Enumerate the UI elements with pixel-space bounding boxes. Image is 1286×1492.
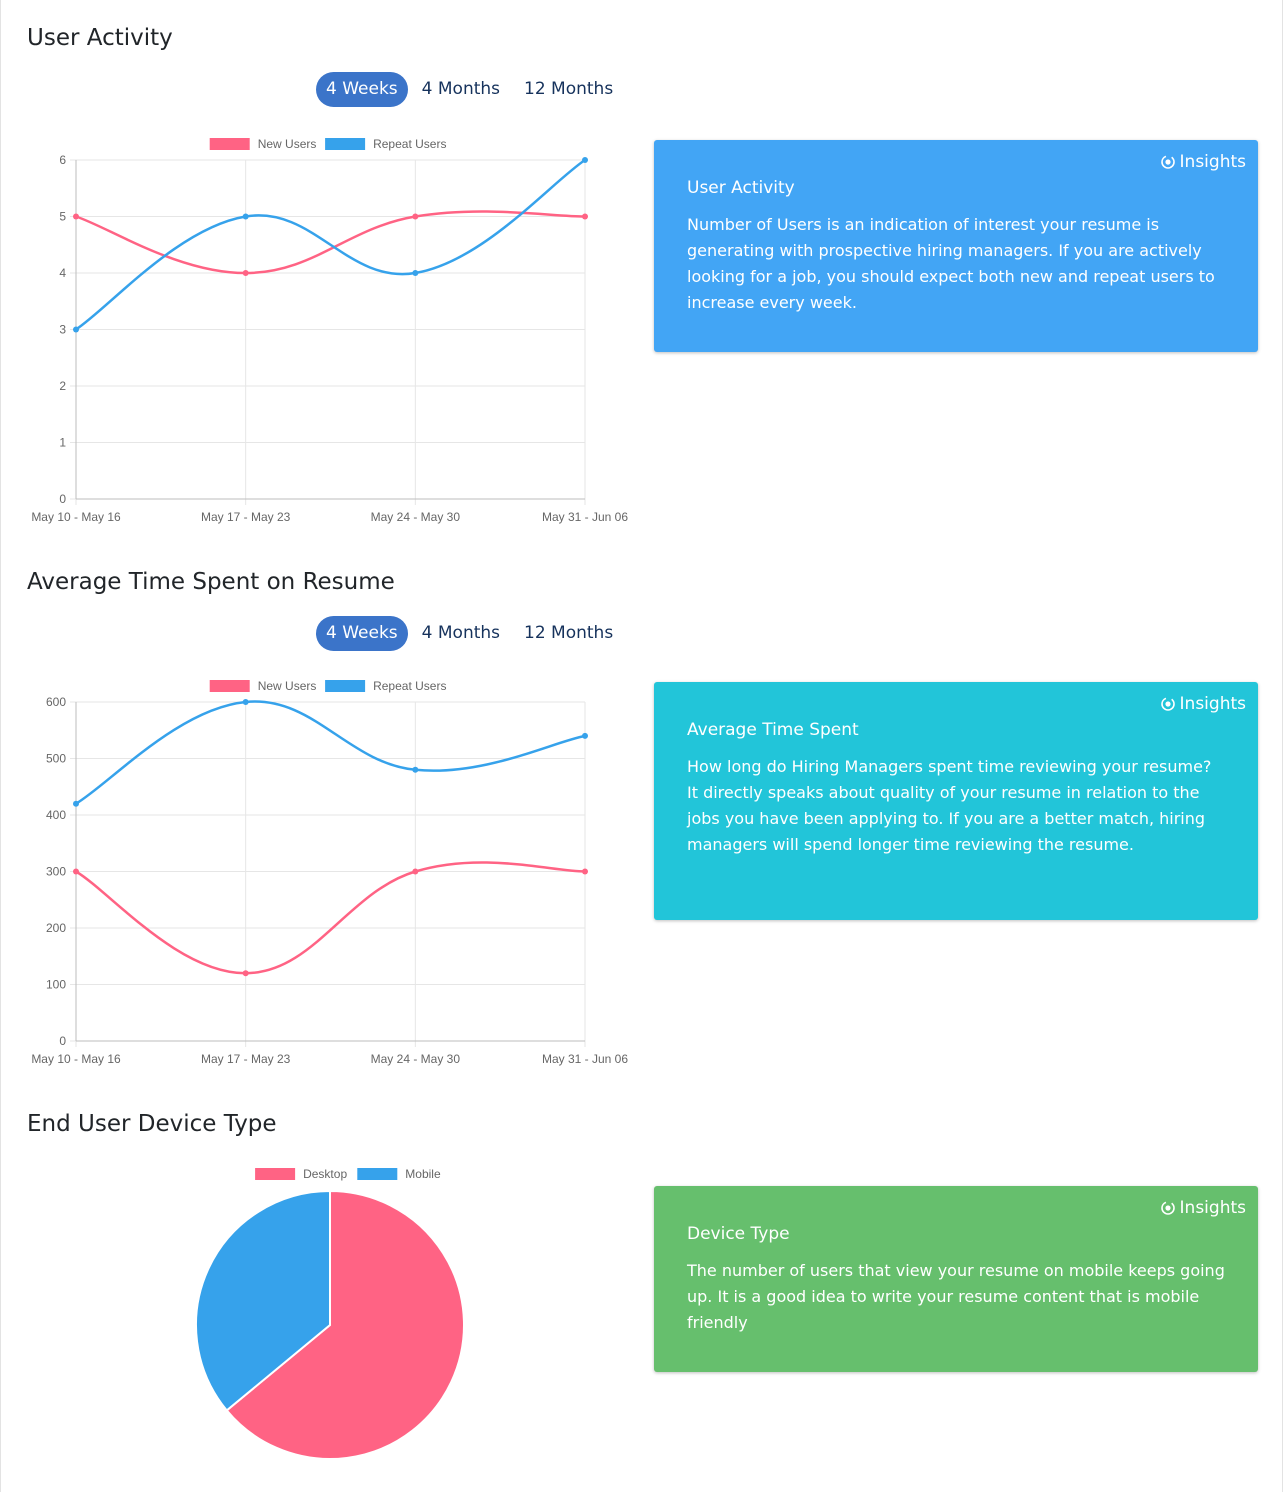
data-point-new-users [582, 213, 588, 220]
insight-heading: Average Time Spent [687, 720, 859, 740]
y-tick-label: 1 [59, 436, 66, 450]
pie-slice-mobile [195, 1189, 331, 1412]
insights-label: Insights [1179, 152, 1246, 172]
insights-icon [1160, 155, 1175, 169]
y-tick-label: 400 [46, 808, 66, 822]
series-line-new-users [75, 861, 586, 975]
insight-text: Number of Users is an indication of inte… [687, 215, 1215, 312]
section-title-average-time: Average Time Spent on Resume [27, 569, 395, 595]
series-line-repeat-users [75, 700, 586, 805]
legend-label: Desktop [303, 1167, 347, 1181]
chart-grid: 0 1 2 3 4 5 6 May 10 - May 16 May 17 - May 23 May… [31, 153, 628, 524]
data-point-new-users [242, 270, 249, 276]
series-line-repeat-users [75, 158, 586, 331]
legend-label: New Users [258, 137, 317, 151]
device-type-chart: Desktop Mobile [195, 1167, 465, 1460]
legend-label: Mobile [405, 1167, 441, 1181]
legend-swatch-new-users [209, 680, 250, 692]
data-point-new-users [412, 213, 419, 220]
chart-legend: Desktop Mobile [255, 1167, 441, 1181]
legend-label: New Users [258, 679, 317, 693]
y-tick-label: 200 [46, 921, 66, 935]
insights-badge: Insights [1160, 694, 1246, 714]
y-tick-label: 3 [59, 323, 66, 337]
x-tick-label: May 24 - May 30 [371, 510, 461, 524]
legend-swatch-mobile [357, 1168, 398, 1180]
legend-label: Repeat Users [373, 137, 446, 151]
x-tick-label: May 17 - May 23 [201, 1052, 291, 1066]
insights-icon [1160, 1201, 1175, 1215]
data-point-repeat-users [582, 157, 588, 163]
legend-swatch-repeat-users [325, 680, 366, 692]
insight-text: How long do Hiring Managers spent time r… [687, 757, 1212, 854]
insights-icon [1160, 697, 1175, 711]
y-tick-label: 2 [59, 379, 66, 393]
data-point-repeat-users [73, 326, 79, 333]
y-tick-label: 600 [46, 695, 66, 709]
data-point-repeat-users [412, 766, 419, 773]
data-point-new-users [242, 970, 249, 977]
insight-heading: Device Type [687, 1224, 790, 1244]
x-tick-label: May 31 - Jun 06 [542, 510, 628, 524]
y-tick-label: 6 [59, 153, 66, 167]
legend-label: Repeat Users [373, 679, 446, 693]
data-point-new-users [412, 868, 419, 875]
data-point-repeat-users [582, 732, 588, 739]
data-point-repeat-users [242, 699, 249, 705]
insights-badge: Insights [1160, 152, 1246, 172]
data-point-repeat-users [73, 800, 79, 807]
x-tick-label: May 10 - May 16 [31, 510, 121, 524]
tab-12-months[interactable]: 12 Months [514, 72, 623, 107]
chart-legend: New Users Repeat Users [209, 679, 446, 693]
insight-card-user-activity: Insights User Activity Number of Users i… [654, 140, 1258, 352]
range-tabs-user-activity: 4 Weeks 4 Months 12 Months [316, 72, 627, 107]
series-line-new-users [75, 210, 586, 275]
insight-card-device-type: Insights Device Type The number of users… [654, 1186, 1258, 1372]
insights-badge: Insights [1160, 1198, 1246, 1218]
y-tick-label: 5 [59, 210, 66, 224]
y-tick-label: 4 [59, 266, 66, 280]
user-activity-chart: New Users Repeat Users 0 1 2 3 4 5 6 May 10 - May… [31, 137, 628, 524]
data-point-new-users [73, 213, 79, 220]
tab-4-months[interactable]: 4 Months [412, 72, 510, 107]
pie-slice-desktop [225, 1189, 465, 1460]
legend-swatch-repeat-users [325, 138, 366, 150]
data-point-repeat-users [242, 213, 249, 220]
insight-heading: User Activity [687, 178, 795, 198]
chart-legend: New Users Repeat Users [209, 137, 446, 151]
insights-label: Insights [1179, 694, 1246, 714]
x-tick-label: May 24 - May 30 [371, 1052, 461, 1066]
legend-swatch-new-users [209, 138, 250, 150]
tab-4-weeks[interactable]: 4 Weeks [316, 616, 408, 651]
insights-label: Insights [1179, 1198, 1246, 1218]
average-time-chart: New Users Repeat Users 0 100 200 300 400 500 600… [31, 679, 628, 1066]
insight-text: The number of users that view your resum… [687, 1261, 1225, 1332]
legend-swatch-desktop [255, 1168, 296, 1180]
tab-4-weeks[interactable]: 4 Weeks [316, 72, 408, 107]
y-tick-label: 100 [46, 978, 66, 992]
x-tick-label: May 17 - May 23 [201, 510, 291, 524]
x-tick-label: May 10 - May 16 [31, 1052, 121, 1066]
y-tick-label: 0 [59, 492, 66, 506]
data-point-repeat-users [412, 270, 419, 276]
y-tick-label: 500 [46, 752, 66, 766]
data-point-new-users [73, 868, 79, 875]
data-point-new-users [582, 868, 588, 875]
section-title-device-type: End User Device Type [27, 1111, 277, 1137]
section-title-user-activity: User Activity [27, 25, 173, 51]
y-tick-label: 0 [59, 1034, 66, 1048]
y-tick-label: 300 [46, 865, 66, 879]
tab-12-months[interactable]: 12 Months [514, 616, 623, 651]
range-tabs-average-time: 4 Weeks 4 Months 12 Months [316, 616, 627, 651]
insight-card-average-time: Insights Average Time Spent How long do … [654, 682, 1258, 920]
tab-4-months[interactable]: 4 Months [412, 616, 510, 651]
x-tick-label: May 31 - Jun 06 [542, 1052, 628, 1066]
